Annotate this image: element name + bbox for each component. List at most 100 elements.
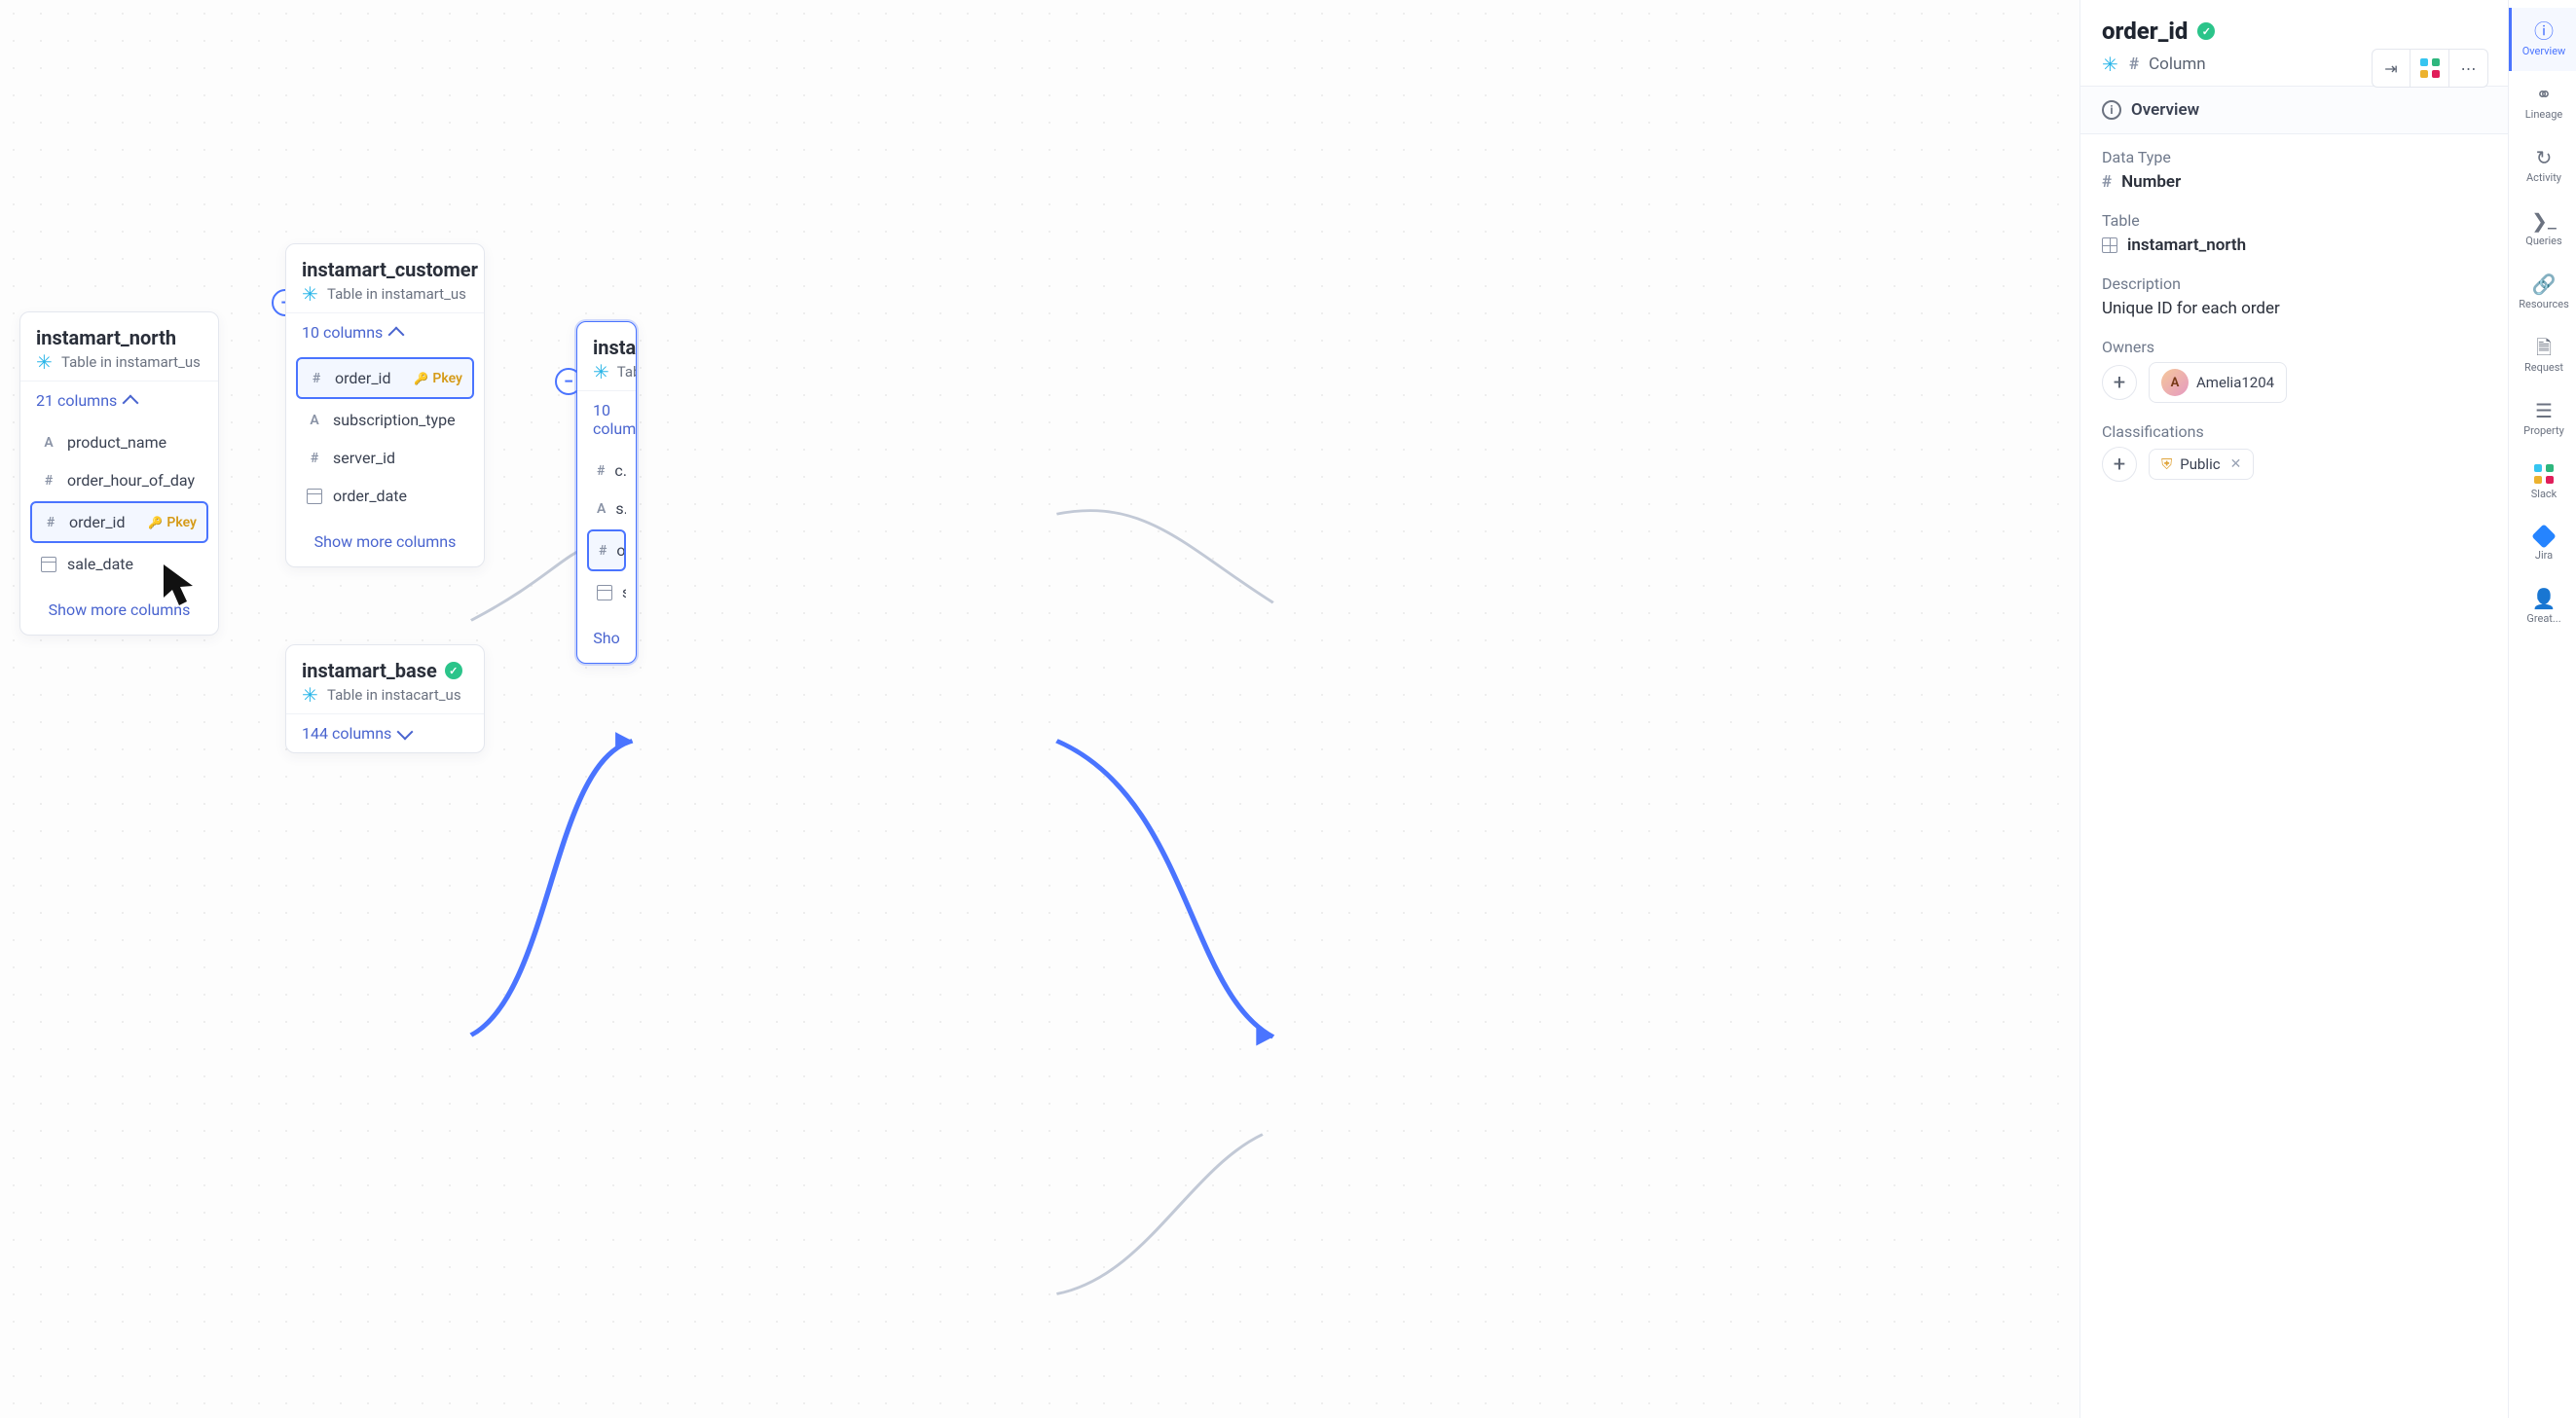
column-list: # custc A subsc # orde subsc — [577, 448, 636, 617]
column-row[interactable]: # server_id — [296, 439, 474, 477]
classification-name: Public — [2180, 455, 2220, 473]
data-type-label: Data Type — [2102, 148, 2486, 166]
owners-label: Owners — [2102, 338, 2486, 356]
nav-activity[interactable]: ↻ Activity — [2509, 134, 2576, 198]
nav-great[interactable]: 👤 Great... — [2509, 575, 2576, 638]
panel-type-label: Column — [2149, 55, 2206, 74]
nav-label: Overview — [2522, 45, 2566, 57]
request-icon: 🗎 — [2536, 338, 2552, 357]
info-icon: ⓘ — [2534, 21, 2554, 41]
column-row[interactable]: # order_hour_of_day — [30, 461, 208, 499]
card-title-text: instamart_base — [302, 659, 437, 682]
more-button[interactable]: ⋯ — [2449, 49, 2488, 88]
nav-lineage[interactable]: ⚭ Lineage — [2509, 71, 2576, 134]
lineage-icon: ⚭ — [2536, 85, 2553, 104]
slack-icon — [2420, 58, 2440, 78]
table-card-base[interactable]: instamart_base ✓ Table in instacart_us 1… — [285, 644, 485, 753]
column-list: A product_name # order_hour_of_day # ord… — [20, 419, 218, 589]
slack-button[interactable] — [2410, 49, 2449, 88]
snowflake-icon — [36, 353, 54, 371]
column-row[interactable]: A subsc — [587, 490, 626, 527]
columns-count-label: 10 columns — [302, 323, 383, 342]
remove-classification-icon[interactable]: ✕ — [2230, 456, 2242, 472]
card-subtitle-text: Table — [617, 363, 637, 381]
lineage-canvas[interactable]: − − instamart_north Table in instamart_u… — [0, 0, 2079, 1418]
show-more-columns[interactable]: Sho — [577, 617, 636, 663]
add-classification-button[interactable]: + — [2102, 447, 2137, 482]
open-external-button[interactable]: ⇥ — [2372, 49, 2410, 88]
nav-overview[interactable]: ⓘ Overview — [2509, 8, 2576, 71]
card-subtitle: Table in instamart_us — [36, 353, 202, 371]
table-card-north[interactable]: instamart_north Table in instamart_us 21… — [19, 311, 219, 636]
show-more-columns[interactable]: Show more columns — [286, 521, 484, 566]
text-type-icon: A — [306, 412, 323, 429]
columns-toggle[interactable]: 21 columns — [20, 381, 218, 419]
activity-icon: ↻ — [2536, 148, 2553, 167]
columns-count-label: 10 colum — [593, 401, 636, 438]
avatar: A — [2161, 369, 2189, 396]
section-overview[interactable]: i Overview — [2080, 86, 2508, 134]
owner-chip[interactable]: A Amelia1204 — [2149, 362, 2287, 403]
add-owner-button[interactable]: + — [2102, 365, 2137, 400]
date-type-icon — [306, 488, 323, 505]
number-type-icon: # — [308, 370, 325, 387]
pkey-badge: Pkey — [414, 371, 462, 386]
link-icon: 🔗 — [2532, 274, 2557, 294]
nav-label: Great... — [2526, 612, 2560, 625]
date-type-icon — [597, 584, 612, 601]
column-name: subsc — [622, 583, 626, 601]
panel-body: Data Type # Number Table instamart_north… — [2080, 134, 2508, 509]
nav-resources[interactable]: 🔗 Resources — [2509, 261, 2576, 324]
verified-icon: ✓ — [445, 662, 462, 679]
description-value: Unique ID for each order — [2102, 299, 2486, 318]
column-list: # order_id Pkey A subscription_type # se… — [286, 351, 484, 521]
column-name: order_date — [333, 487, 464, 505]
column-name: orde — [616, 541, 624, 560]
nav-label: Resources — [2519, 298, 2569, 310]
queries-icon: ❯_ — [2531, 211, 2557, 231]
column-name: order_id — [335, 369, 404, 387]
classification-chip[interactable]: ⛨ Public ✕ — [2149, 449, 2254, 480]
nav-label: Activity — [2526, 171, 2561, 184]
table-card-third[interactable]: instama Table 10 colum # custc A subsc — [576, 321, 637, 664]
column-row-selected[interactable]: # order_id Pkey — [296, 357, 474, 399]
columns-toggle[interactable]: 10 columns — [286, 312, 484, 351]
great-expectations-icon: 👤 — [2532, 589, 2557, 608]
nav-property[interactable]: ☰ Property — [2509, 387, 2576, 451]
property-icon: ☰ — [2535, 401, 2553, 420]
table-label: Table — [2102, 211, 2486, 230]
columns-toggle[interactable]: 144 columns — [286, 713, 484, 752]
card-subtitle-text: Table in instacart_us — [327, 686, 461, 704]
column-row-selected[interactable]: # order_id Pkey — [30, 501, 208, 543]
number-type-icon: # — [40, 472, 57, 490]
nav-queries[interactable]: ❯_ Queries — [2509, 198, 2576, 261]
chevron-down-icon — [397, 723, 414, 740]
column-name: custc — [614, 461, 626, 480]
number-type-icon: # — [306, 450, 323, 467]
column-row[interactable]: # custc — [587, 452, 626, 490]
column-name: server_id — [333, 449, 464, 467]
nav-jira[interactable]: Jira — [2509, 514, 2576, 575]
column-row[interactable]: subsc — [587, 573, 626, 611]
column-name: subscription_type — [333, 411, 464, 429]
details-panel: order_id ✓ # Column ⇥ ⋯ i Overview Dat — [2079, 0, 2508, 1418]
column-row[interactable]: sale_date — [30, 545, 208, 583]
nav-label: Queries — [2525, 235, 2561, 247]
table-card-customer[interactable]: instamart_customer Table in instamart_us… — [285, 243, 485, 567]
panel-actions: ⇥ ⋯ — [2372, 49, 2488, 88]
table-value[interactable]: instamart_north — [2102, 236, 2486, 255]
show-more-columns[interactable]: Show more columns — [20, 589, 218, 635]
column-row-selected[interactable]: # orde — [587, 529, 626, 571]
nav-label: Property — [2523, 424, 2564, 437]
column-name: order_hour_of_day — [67, 471, 199, 490]
nav-request[interactable]: 🗎 Request — [2509, 324, 2576, 387]
column-row[interactable]: order_date — [296, 477, 474, 515]
card-subtitle: Table in instamart_us — [302, 285, 468, 303]
app-root: − − instamart_north Table in instamart_u… — [0, 0, 2576, 1418]
columns-toggle[interactable]: 10 colum — [577, 390, 636, 448]
card-title: instamart_base ✓ — [302, 659, 468, 682]
column-row[interactable]: A subscription_type — [296, 401, 474, 439]
column-row[interactable]: A product_name — [30, 423, 208, 461]
nav-slack[interactable]: Slack — [2509, 451, 2576, 514]
text-type-icon: A — [40, 434, 57, 452]
